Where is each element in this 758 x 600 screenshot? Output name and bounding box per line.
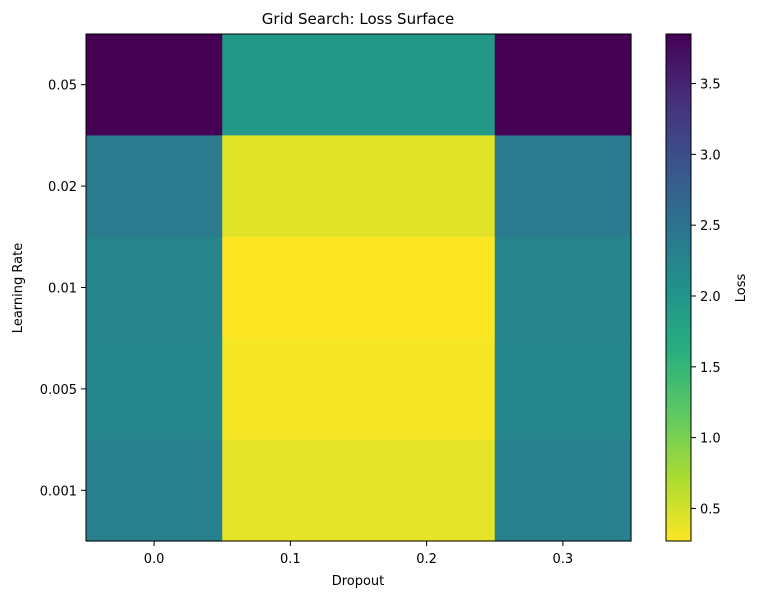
y-axis-ticks: 0.05 0.02 0.01 0.005 0.001: [40, 79, 86, 499]
x-tick-label: 0.3: [553, 552, 574, 567]
colorbar-tick-label: 2.5: [700, 219, 721, 234]
x-tick-label: 0.0: [144, 552, 165, 567]
heatmap-cell: [86, 135, 223, 238]
heatmap-cell: [494, 338, 632, 441]
y-tick-label: 0.02: [48, 180, 77, 195]
y-tick-label: 0.005: [40, 383, 77, 398]
heatmap-cell: [222, 135, 360, 238]
colorbar-label: Loss: [734, 274, 749, 303]
colorbar-ticks: 0.5 1.0 1.5 2.0 2.5 3.0 3.5: [691, 78, 721, 517]
colorbar-tick-label: 2.0: [700, 290, 721, 305]
heatmap-cell: [86, 236, 223, 339]
heatmap-cell: [494, 439, 632, 542]
heatmap-cell: [222, 439, 360, 542]
heatmap-cell: [86, 439, 223, 542]
x-axis-label: Dropout: [332, 574, 385, 589]
colorbar-tick-label: 1.0: [700, 432, 721, 447]
y-tick-label: 0.05: [48, 79, 77, 94]
x-axis-ticks: 0.0 0.1 0.2 0.3: [144, 541, 573, 567]
colorbar-tick-label: 1.5: [700, 361, 721, 376]
heatmap-cell: [222, 34, 360, 136]
heatmap-cell: [86, 34, 223, 136]
y-tick-label: 0.001: [40, 484, 77, 499]
colorbar-tick-label: 0.5: [700, 502, 721, 517]
chart-title: Grid Search: Loss Surface: [262, 10, 454, 28]
heatmap-cell: [358, 439, 496, 542]
heatmap-cell: [222, 236, 360, 339]
colorbar-tick-label: 3.5: [700, 78, 721, 93]
heatmap-cell: [494, 236, 632, 339]
heatmap-cell: [358, 135, 496, 238]
heatmap-cell: [358, 34, 496, 136]
heatmap-cell: [358, 338, 496, 441]
heatmap-cell: [494, 34, 632, 136]
colorbar: [665, 33, 692, 542]
heatmap-cell: [222, 338, 360, 441]
heatmap-cells: [86, 34, 632, 542]
x-tick-label: 0.2: [416, 552, 437, 567]
heatmap-cell: [358, 236, 496, 339]
heatmap-cell: [494, 135, 632, 238]
x-tick-label: 0.1: [280, 552, 301, 567]
colorbar-tick-label: 3.0: [700, 148, 721, 163]
y-axis-label: Learning Rate: [11, 243, 26, 333]
y-tick-label: 0.01: [48, 282, 77, 297]
heatmap-cell: [86, 338, 223, 441]
